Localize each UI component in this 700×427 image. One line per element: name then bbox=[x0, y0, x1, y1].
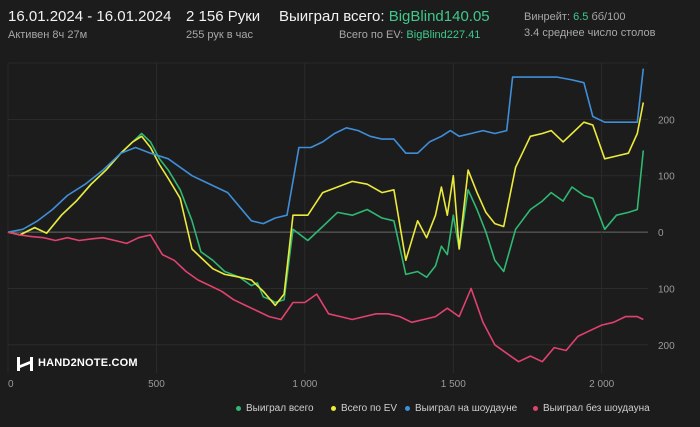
y-tick-label: 0 bbox=[658, 228, 664, 239]
x-tick-label: 500 bbox=[148, 379, 165, 390]
series-lines bbox=[7, 68, 645, 363]
x-tick-labels: 0 500 1 000 1 500 2 000 bbox=[8, 379, 615, 390]
winrate-label: Винрейт: bbox=[524, 11, 571, 23]
winrate: Винрейт: 6.5 бб/100 bbox=[524, 11, 625, 23]
won-total: Выиграл всего: BigBlind140.05 bbox=[279, 8, 490, 25]
legend-label: Выиграл без шоудауна bbox=[543, 403, 650, 414]
series-line-0 bbox=[7, 132, 645, 304]
ev-total: Всего по EV: BigBlind227.41 bbox=[339, 29, 480, 41]
hand2note-logo-icon bbox=[17, 357, 33, 371]
y-tick-label: 100 bbox=[658, 284, 675, 295]
winrate-value: 6.5 bbox=[573, 11, 589, 23]
x-tick-label: 0 bbox=[8, 379, 14, 390]
legend-item[interactable]: Выиграл всего bbox=[236, 403, 314, 414]
grid bbox=[7, 62, 648, 373]
avg-tables: 3.4 среднее число столов bbox=[524, 27, 656, 39]
legend-item[interactable]: Выиграл без шоудауна bbox=[533, 403, 650, 414]
hands-count: 2 156 Руки bbox=[186, 8, 261, 25]
y-tick-label: 200 bbox=[658, 115, 675, 126]
x-tick-label: 1 500 bbox=[441, 379, 466, 390]
ev-total-value: BigBlind227.41 bbox=[406, 29, 481, 41]
legend-dot-icon bbox=[533, 405, 538, 411]
series-line-2 bbox=[7, 68, 645, 233]
y-tick-label: 100 bbox=[658, 172, 675, 183]
won-total-label: Выиграл всего: bbox=[279, 8, 385, 25]
summary-header: 16.01.2024 - 16.01.2024 Активен 8ч 27м 2… bbox=[0, 0, 700, 48]
chart-legend: Выиграл всего Всего по EV Выиграл на шоуда… bbox=[0, 400, 700, 420]
legend-label: Выиграл всего bbox=[246, 403, 314, 414]
legend-label: Выиграл на шоудауне bbox=[415, 403, 518, 414]
series-line-1 bbox=[7, 102, 645, 307]
active-time: Активен 8ч 27м bbox=[8, 29, 88, 41]
x-tick-label: 1 000 bbox=[292, 379, 317, 390]
won-total-value: BigBlind140.05 bbox=[388, 8, 490, 25]
x-tick-label: 2 000 bbox=[589, 379, 614, 390]
legend-dot-icon bbox=[236, 405, 241, 411]
legend-dot-icon bbox=[405, 405, 410, 411]
series-line-3 bbox=[7, 231, 644, 363]
legend-label: Всего по EV bbox=[341, 403, 398, 414]
winrate-unit: бб/100 bbox=[591, 11, 626, 23]
y-tick-labels: 200 100 0 100 200 bbox=[658, 115, 675, 351]
legend-item[interactable]: Выиграл на шоудауне bbox=[405, 403, 517, 414]
ev-total-label: Всего по EV: bbox=[339, 29, 404, 41]
hands-per-hour: 255 рук в час bbox=[186, 29, 254, 41]
y-tick-label: 200 bbox=[658, 341, 675, 352]
legend-dot-icon bbox=[331, 405, 336, 411]
legend-item[interactable]: Всего по EV bbox=[331, 403, 397, 414]
hand2note-logo-text: HAND2NOTE.COM bbox=[38, 357, 138, 369]
date-range: 16.01.2024 - 16.01.2024 bbox=[8, 8, 172, 25]
